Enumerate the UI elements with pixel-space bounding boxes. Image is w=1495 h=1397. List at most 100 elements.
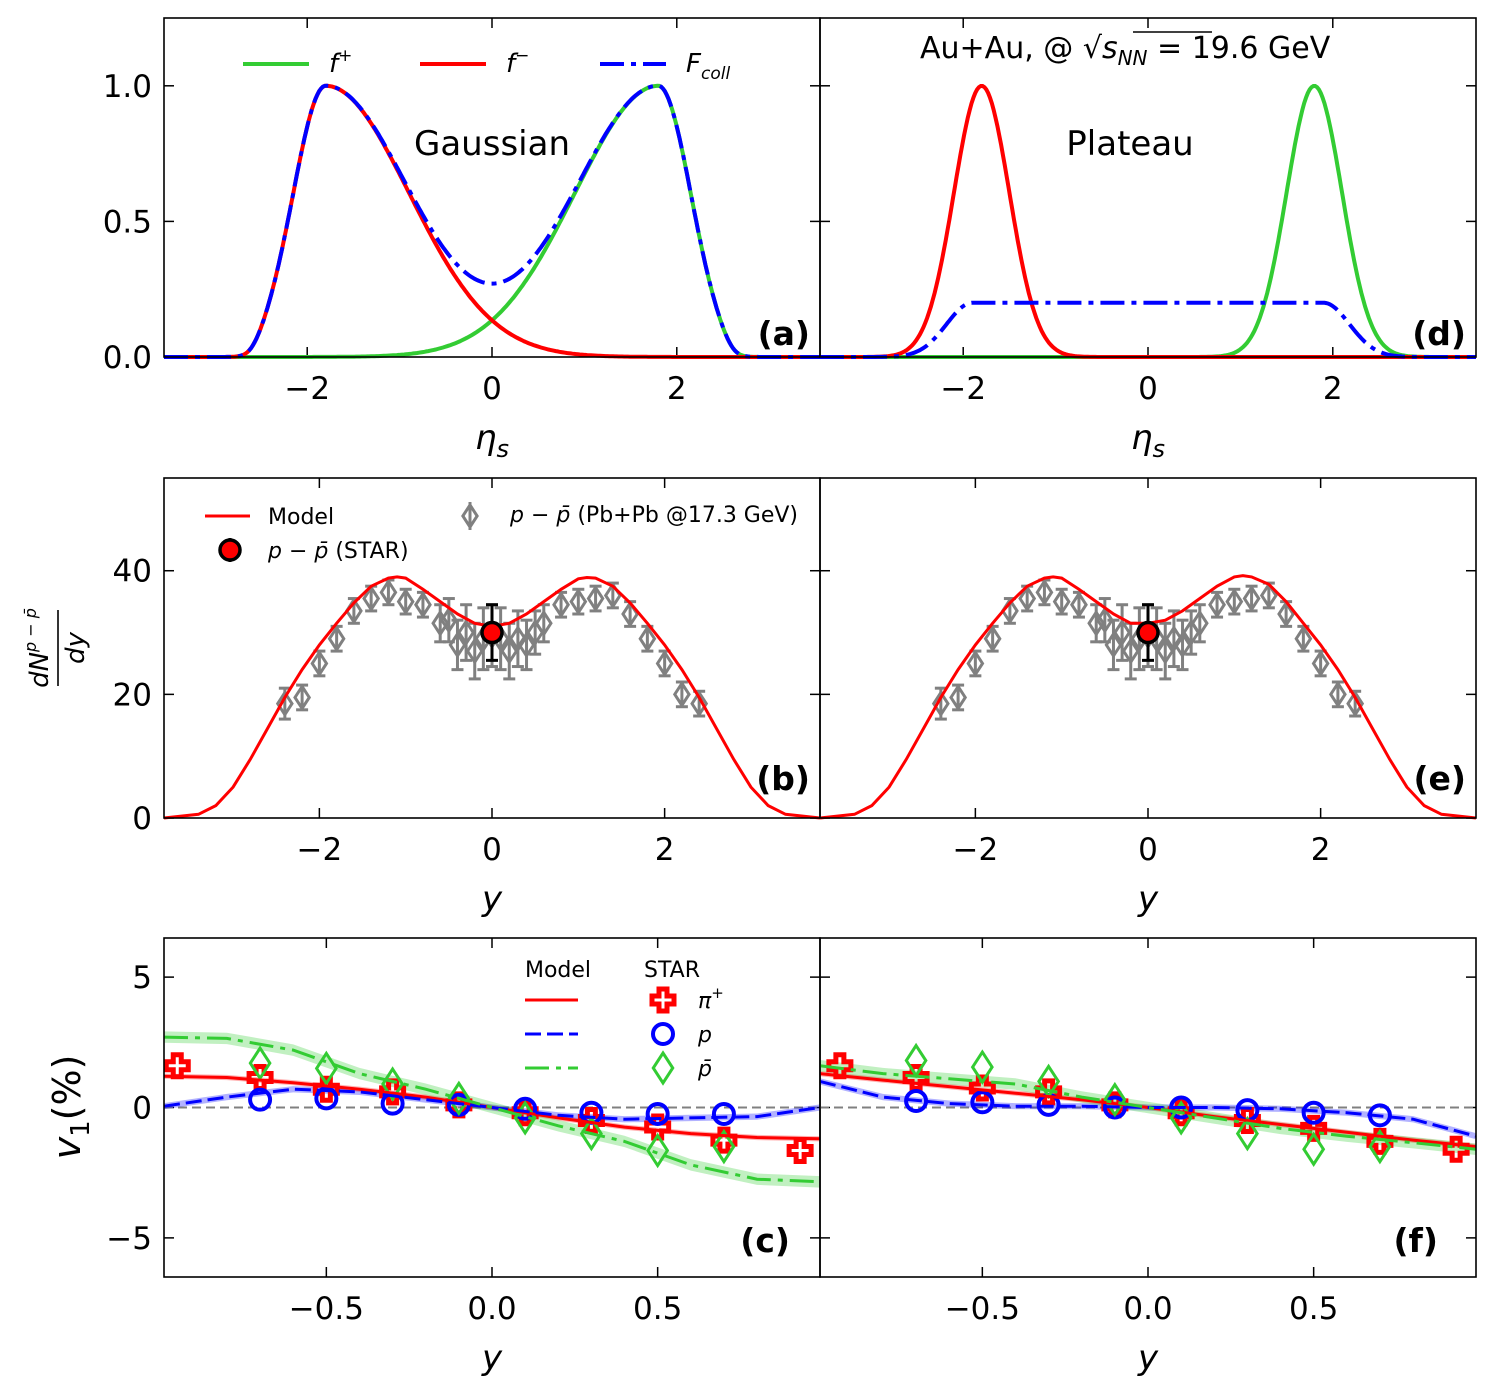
pion-marker-shape — [379, 1078, 407, 1106]
star-pbar-point — [712, 1128, 736, 1165]
y-tick-label: 5 — [132, 960, 152, 996]
sps-point — [465, 637, 484, 665]
sps-point — [1156, 637, 1175, 665]
x-tick-label: 0.5 — [633, 1291, 682, 1327]
sps-point — [655, 649, 674, 678]
sps-point — [690, 689, 709, 718]
pion-marker-shape — [786, 1137, 814, 1165]
legend-entry-label-2: p̄ — [697, 1057, 712, 1082]
star-pbar-point — [1368, 1128, 1392, 1165]
x-tick-label: −2 — [297, 832, 343, 868]
profile-annotation: Plateau — [1066, 124, 1193, 164]
model-band-p — [164, 1086, 820, 1123]
model-curve-pbar — [163, 1035, 821, 1184]
legend-sps-marker — [461, 502, 479, 530]
legend-label-1: f− — [506, 46, 529, 79]
x-tick-label: 0 — [1138, 832, 1158, 868]
legend-model-label: Model — [268, 505, 334, 530]
sps-point — [379, 578, 398, 607]
star-pion-point — [379, 1078, 407, 1106]
legend-label-0: f+ — [329, 46, 352, 79]
sps-point — [275, 689, 294, 718]
y-label-denominator: dy — [61, 631, 91, 664]
sps-point — [1311, 649, 1330, 678]
model-band-pbar — [164, 1031, 820, 1188]
x-axis-label: y — [1137, 879, 1159, 919]
legend-pion-marker — [649, 986, 677, 1014]
sps-point — [552, 590, 570, 619]
legend-header-model: Model — [525, 958, 591, 983]
sps-point — [931, 689, 950, 718]
sps-point — [327, 624, 346, 653]
star-pbar-point — [579, 1115, 603, 1152]
y-tick-label: 1.0 — [103, 69, 152, 105]
sps-point — [1242, 584, 1261, 613]
panel-label: (b) — [756, 759, 810, 798]
sps-point — [1208, 590, 1226, 619]
model-curve-p — [163, 1087, 821, 1121]
sps-point — [672, 680, 691, 709]
star-proton-point — [248, 1087, 273, 1112]
x-axis-label: y — [481, 1338, 503, 1378]
legend-sps-label: p − p̄ (Pb+Pb @17.3 GeV) — [509, 503, 798, 528]
star-proton-point — [904, 1088, 929, 1113]
sps-point — [362, 584, 381, 613]
y-tick-label: 0 — [132, 801, 152, 837]
legend-label-2: Fcoll — [686, 49, 730, 84]
y-tick-label: 40 — [113, 554, 152, 590]
collision-system-title: Au+Au, @ √sNN = 19.6 GeV — [920, 31, 1331, 70]
x-tick-label: 0 — [482, 832, 502, 868]
y-tick-label: 0 — [132, 1091, 152, 1127]
panel-frame — [819, 17, 1477, 358]
sps-point — [569, 587, 588, 616]
sps-point — [1035, 578, 1054, 607]
sps-point — [1346, 689, 1365, 718]
sps-point — [1070, 590, 1088, 619]
sps-point — [431, 609, 450, 638]
pion-marker-shape — [968, 1074, 996, 1102]
sps-point — [534, 609, 553, 638]
star-proton-point — [711, 1102, 736, 1127]
panel-frame — [819, 477, 1477, 819]
sps-point — [500, 637, 519, 665]
sps-point — [1164, 624, 1183, 653]
sps-point — [396, 587, 415, 616]
x-axis-label: y — [1137, 1338, 1159, 1378]
model-curve-pbar — [819, 1064, 1477, 1151]
sps-point — [414, 590, 432, 619]
legend-proton-marker — [651, 1022, 675, 1046]
sps-point — [586, 584, 605, 613]
star-proton-point — [314, 1086, 339, 1111]
panel-label: (e) — [1413, 759, 1466, 798]
sps-point — [1277, 600, 1296, 628]
x-tick-label: 2 — [655, 832, 675, 868]
sps-point — [1052, 587, 1071, 616]
y-axis-label: dNp − p̄ dy — [21, 608, 91, 688]
y-axis-label: v1(%) — [45, 1055, 96, 1160]
sps-point — [1225, 587, 1244, 616]
star-pbar-point — [1235, 1115, 1259, 1152]
sps-point — [457, 618, 476, 647]
y-tick-label: 20 — [113, 677, 152, 713]
legend-star-marker — [218, 538, 242, 562]
sps-point — [1259, 581, 1278, 610]
x-tick-label: 0 — [482, 371, 502, 407]
pion-marker-shape — [1233, 1107, 1261, 1135]
x-axis-label: ηs — [1131, 418, 1165, 463]
y-label-numerator: dNp − p̄ — [21, 608, 55, 688]
star-proton-point — [645, 1102, 670, 1127]
panel-a: −2 0 2 0.0 0.5 1.0 Gaussian (a) ηs f+ f− Fcoll — [103, 17, 821, 463]
star-pion-point — [786, 1137, 814, 1165]
x-tick-label: 2 — [1311, 832, 1331, 868]
x-tick-label: 0.5 — [1289, 1291, 1338, 1327]
pion-marker-shape — [163, 1052, 191, 1080]
legend-header-star: STAR — [644, 958, 700, 983]
x-tick-label: 2 — [667, 371, 687, 407]
star-proton-point — [970, 1090, 995, 1115]
y-tick-label: −5 — [106, 1221, 152, 1257]
star-point — [1136, 620, 1160, 645]
y-tick-label: 0.0 — [103, 340, 152, 376]
legend-pbar-marker — [651, 1050, 675, 1086]
star-pbar-point — [646, 1132, 670, 1169]
